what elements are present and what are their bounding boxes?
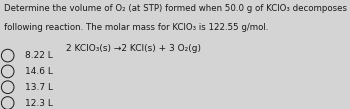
Text: 8.22 L: 8.22 L [25,51,53,60]
Text: 12.3 L: 12.3 L [25,99,53,107]
Text: 13.7 L: 13.7 L [25,83,53,92]
Text: following reaction. The molar mass for KClO₃ is 122.55 g/mol.: following reaction. The molar mass for K… [4,23,268,32]
Text: Determine the volume of O₂ (at STP) formed when 50.0 g of KClO₃ decomposes accor: Determine the volume of O₂ (at STP) form… [4,4,350,13]
Text: 2 KClO₃(s) →2 KCl(s) + 3 O₂(g): 2 KClO₃(s) →2 KCl(s) + 3 O₂(g) [65,44,201,53]
Text: 14.6 L: 14.6 L [25,67,53,76]
